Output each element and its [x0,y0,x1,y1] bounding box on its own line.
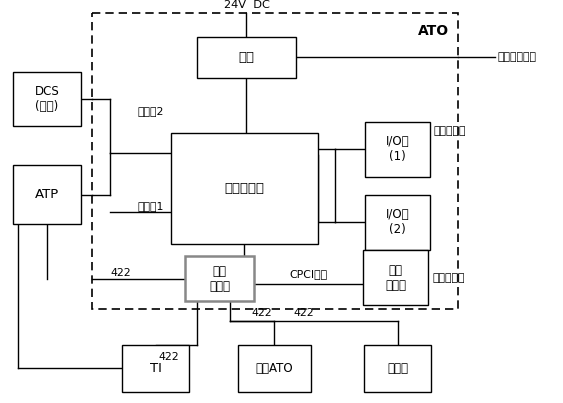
Text: ATP: ATP [35,188,59,201]
Text: 列车主控器: 列车主控器 [432,272,464,283]
Bar [364,345,431,392]
Text: DCS
(通讯): DCS (通讯) [34,85,59,113]
Bar [365,122,430,177]
Bar [122,345,189,392]
Bar [14,165,81,224]
Text: CPCI总线: CPCI总线 [289,269,328,278]
Bar [92,13,458,309]
Text: 以太网2: 以太网2 [138,106,164,116]
Text: I/O板
(1): I/O板 (1) [386,135,409,163]
Text: 24V  DC: 24V DC [224,0,269,10]
Bar [171,133,318,244]
Bar [363,250,428,305]
Text: 422: 422 [293,308,314,318]
Text: 电源: 电源 [239,51,254,64]
Text: ATO: ATO [418,24,449,37]
Text: 模拟
输出板: 模拟 输出板 [385,264,406,292]
Text: 冗余ATO: 冗余ATO [255,362,293,375]
Text: 扩展
通讯板: 扩展 通讯板 [209,264,230,293]
Bar [185,256,254,301]
Text: I/O板
(2): I/O板 (2) [386,208,409,236]
Text: 以太网1: 以太网1 [138,202,164,212]
Text: 控制计算机: 控制计算机 [225,182,265,195]
Bar [197,37,296,78]
Bar [14,72,81,127]
Text: 测试口: 测试口 [387,362,408,375]
Text: 422: 422 [110,268,131,278]
Text: TI: TI [150,362,162,375]
Text: 本地驾驶室: 本地驾驶室 [433,127,466,136]
Bar [365,195,430,250]
Text: 422: 422 [252,308,272,318]
Bar [238,345,311,392]
Text: 电源关断信号: 电源关断信号 [497,52,537,62]
Text: 422: 422 [159,351,179,361]
